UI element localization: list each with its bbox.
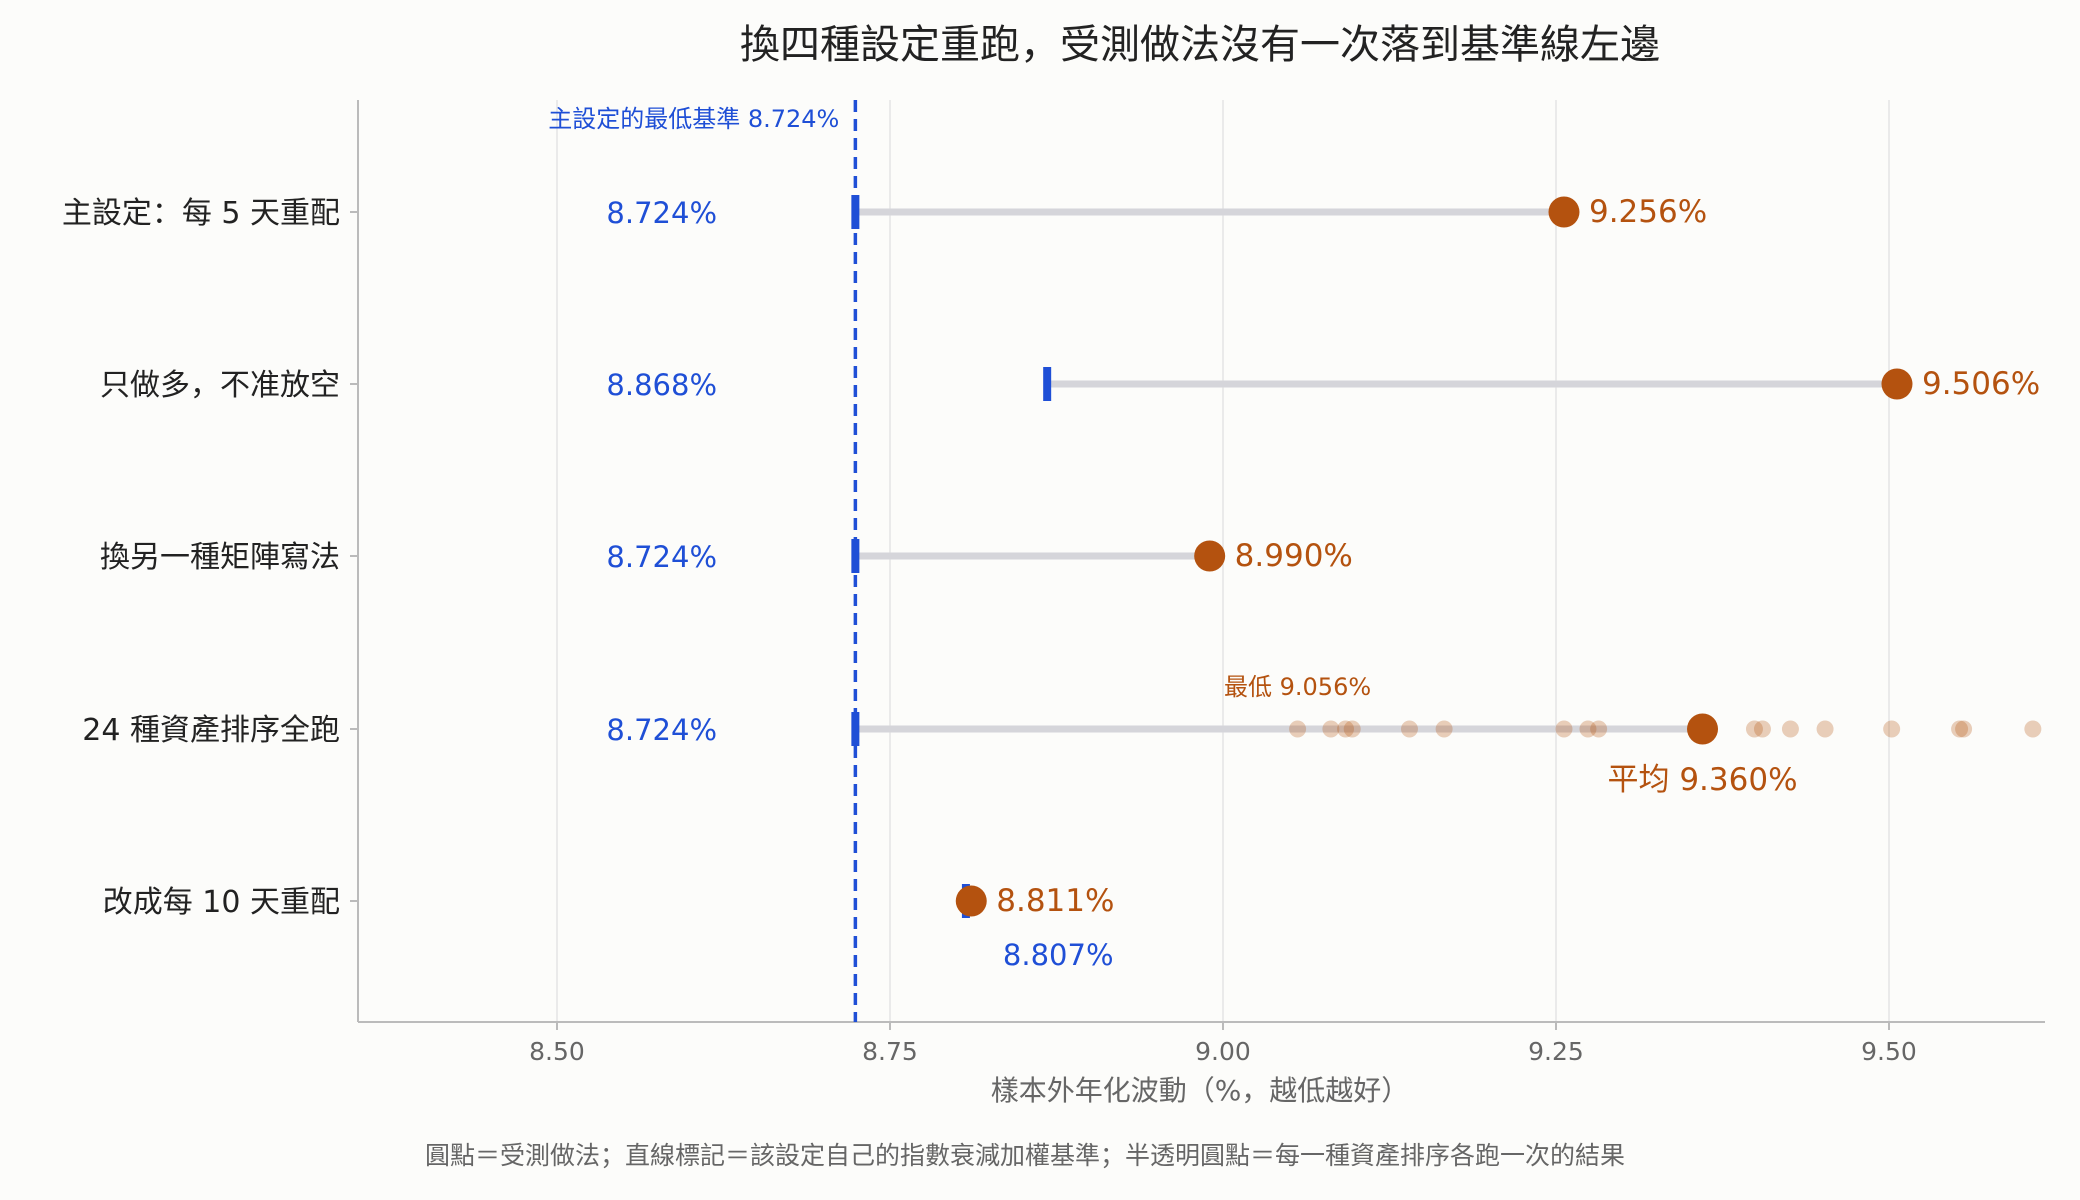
footnote: 圓點＝受測做法；直線標記＝該設定自己的指數衰減加權基準；半透明圓點＝每一種資產排…	[425, 1141, 1625, 1170]
x-axis-label: 樣本外年化波動（%，越低越好）	[991, 1074, 1410, 1107]
row-label: 24 種資產排序全跑	[82, 713, 340, 748]
x-ticks: 8.508.759.009.259.509.7510.0010.25	[529, 1022, 1917, 1066]
row-label: 改成每 10 天重配	[103, 885, 340, 920]
row-2: 只做多，不准放空 8.868% 9.506%	[100, 366, 2040, 403]
x-tick-label: 8.50	[529, 1037, 585, 1066]
min-label: 最低 9.056%	[1224, 673, 1371, 701]
baseline-value-label: 8.807%	[1003, 938, 1114, 972]
run-point	[1955, 720, 1973, 738]
run-point	[1555, 720, 1573, 738]
baseline-marker	[851, 195, 860, 229]
row-1: 主設定：每 5 天重配 8.724% 9.256%	[62, 194, 1707, 231]
chart-title: 換四種設定重跑，受測做法沒有一次落到基準線左邊	[740, 22, 1660, 68]
run-point	[1753, 720, 1771, 738]
row-3: 換另一種矩陣寫法 8.724% 8.990%	[100, 538, 1353, 575]
run-point	[1745, 720, 1763, 738]
run-point	[1289, 720, 1307, 738]
baseline-marker	[1043, 367, 1052, 401]
baseline-value-label: 8.724%	[606, 196, 717, 230]
tested-point	[1687, 713, 1719, 745]
tested-point	[1548, 196, 1580, 228]
tested-value-label: 平均 9.360%	[1607, 762, 1797, 798]
tested-value-label: 8.990%	[1235, 538, 1353, 574]
row-5: 改成每 10 天重配 8.807% 8.811%	[103, 883, 1115, 972]
run-point	[1435, 720, 1453, 738]
baseline-marker	[851, 712, 860, 746]
run-point	[2024, 720, 2042, 738]
tested-point	[1881, 368, 1913, 400]
tested-point	[955, 885, 987, 917]
row-label: 只做多，不准放空	[100, 368, 340, 403]
tested-point	[1194, 540, 1226, 572]
tested-value-label: 8.811%	[996, 883, 1114, 919]
run-point	[1322, 720, 1340, 738]
tested-value-label: 9.506%	[1922, 366, 2040, 402]
row-label: 換另一種矩陣寫法	[100, 540, 340, 575]
run-point	[1337, 720, 1355, 738]
x-tick-label: 9.25	[1528, 1037, 1584, 1066]
baseline-marker	[851, 539, 860, 573]
reference-line-label: 主設定的最低基準 8.724%	[548, 105, 839, 133]
row-label: 主設定：每 5 天重配	[62, 196, 340, 231]
axes	[357, 100, 2045, 1023]
run-point	[1781, 720, 1799, 738]
run-point	[1816, 720, 1834, 738]
baseline-value-label: 8.868%	[606, 368, 717, 402]
run-point	[1579, 720, 1597, 738]
run-point	[1590, 720, 1608, 738]
rows: 主設定：每 5 天重配 8.724% 9.256% 只做多，不准放空 8.868% 9.5…	[62, 194, 2042, 972]
run-point	[1400, 720, 1418, 738]
baseline-value-label: 8.724%	[606, 540, 717, 574]
tested-value-label: 9.256%	[1589, 194, 1707, 230]
run-point	[1883, 720, 1901, 738]
x-tick-label: 8.75	[862, 1037, 918, 1066]
x-tick-label: 9.00	[1195, 1037, 1251, 1066]
run-point	[1951, 720, 1969, 738]
run-point	[1343, 720, 1361, 738]
baseline-value-label: 8.724%	[606, 713, 717, 747]
x-tick-label: 9.50	[1861, 1037, 1917, 1066]
